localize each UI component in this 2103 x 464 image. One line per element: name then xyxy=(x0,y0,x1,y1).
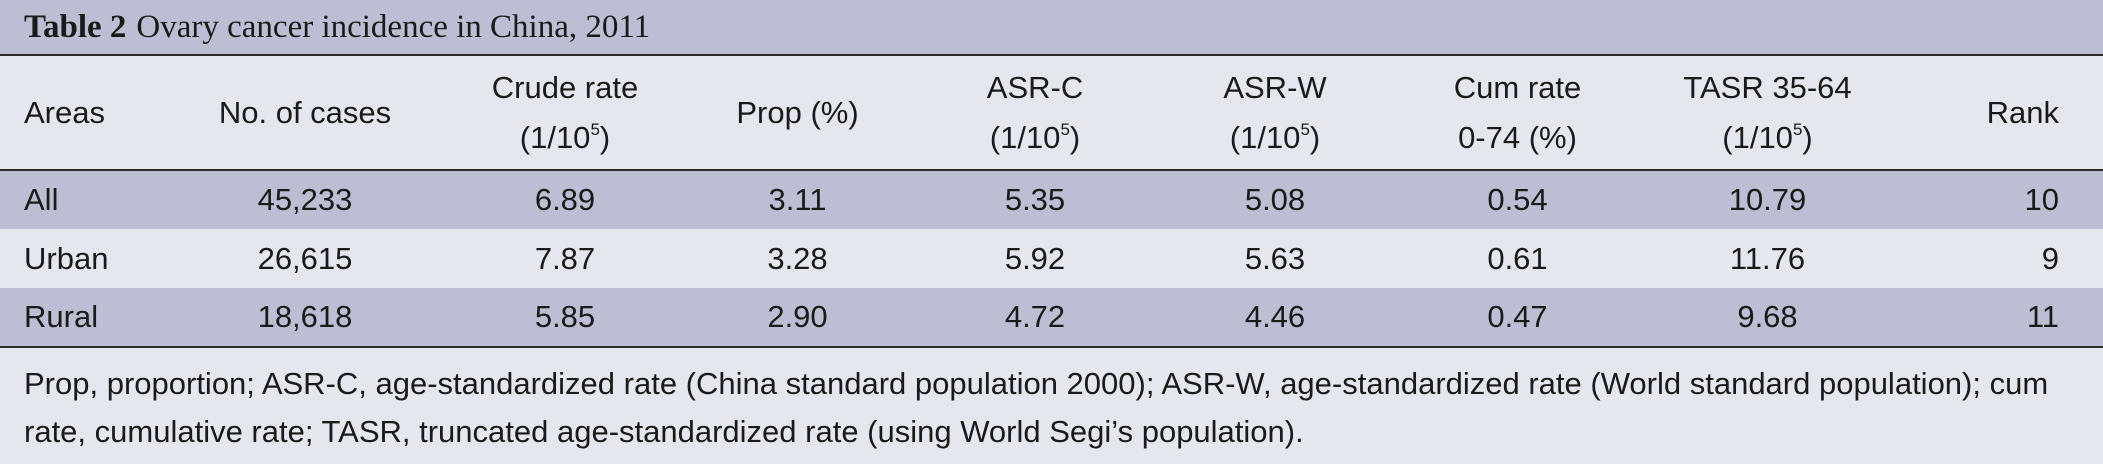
cell-rank: 9 xyxy=(2041,240,2059,276)
header-cum-rate: Cum rate 0-74 (%) xyxy=(1395,56,1640,170)
header-asr-w: ASR-W (1/105) xyxy=(1155,56,1395,170)
header-areas: Areas xyxy=(24,94,105,130)
cell-cases: 18,618 xyxy=(257,299,353,334)
header-asrc-line1: ASR-C xyxy=(986,69,1084,105)
cell-area: All xyxy=(24,182,59,217)
header-asr-c: ASR-C (1/105) xyxy=(915,56,1155,170)
cell-prop: 3.11 xyxy=(768,182,827,217)
cell-asrc: 4.72 xyxy=(1004,299,1066,334)
header-asrw-line1: ASR-W xyxy=(1223,69,1327,105)
header-rank: Rank xyxy=(1986,94,2059,130)
cell-crude: 5.85 xyxy=(534,299,596,334)
header-crude-rate: Crude rate (1/105) xyxy=(450,56,680,170)
cell-cases: 26,615 xyxy=(257,240,353,276)
table-title: Table 2 Ovary cancer incidence in China,… xyxy=(0,0,2103,56)
header-row: Areas No. of cases Crude rate (1/105) Pr… xyxy=(0,56,2103,170)
cell-cum: 0.61 xyxy=(1487,240,1548,276)
cell-asrc: 5.35 xyxy=(1004,182,1066,217)
cell-cases: 45,233 xyxy=(257,182,353,217)
header-crude-line1: Crude rate xyxy=(491,69,639,105)
cell-asrw: 4.46 xyxy=(1244,299,1306,334)
cell-tasr: 10.79 xyxy=(1728,182,1807,217)
cell-tasr: 11.76 xyxy=(1729,240,1806,276)
header-asrc-unit: (1/105) xyxy=(989,119,1081,155)
cell-cum: 0.54 xyxy=(1487,182,1548,217)
table-row: All 45,233 6.89 3.11 5.35 5.08 0.54 10.7… xyxy=(0,170,2103,229)
cell-asrw: 5.63 xyxy=(1244,240,1306,276)
cell-cum: 0.47 xyxy=(1487,299,1548,334)
table-title-text: Ovary cancer incidence in China, 2011 xyxy=(136,8,651,45)
cell-area: Urban xyxy=(24,240,109,276)
cell-asrc: 5.92 xyxy=(1004,240,1066,276)
cell-prop: 2.90 xyxy=(767,299,828,334)
table-row: Urban 26,615 7.87 3.28 5.92 5.63 0.61 11… xyxy=(0,229,2103,288)
cell-area: Rural xyxy=(24,299,99,334)
header-tasr-unit: (1/105) xyxy=(1722,119,1813,155)
header-tasr-line1: TASR 35-64 xyxy=(1683,69,1852,105)
cell-rank: 11 xyxy=(2026,299,2059,334)
header-tasr: TASR 35-64 (1/105) xyxy=(1640,56,1895,170)
header-cum-line1: Cum rate xyxy=(1453,69,1582,105)
cell-crude: 7.87 xyxy=(534,240,596,276)
incidence-table: Areas No. of cases Crude rate (1/105) Pr… xyxy=(0,56,2103,348)
cell-prop: 3.28 xyxy=(767,240,828,276)
table-footnote: Prop, proportion; ASR-C, age-standardize… xyxy=(0,348,2103,456)
table-label: Table 2 xyxy=(24,8,127,45)
cell-rank: 10 xyxy=(2024,182,2059,217)
cell-asrw: 5.08 xyxy=(1244,182,1306,217)
cell-crude: 6.89 xyxy=(534,182,596,217)
header-crude-unit: (1/105) xyxy=(519,119,611,155)
header-asrw-unit: (1/105) xyxy=(1229,119,1321,155)
table-row: Rural 18,618 5.85 2.90 4.72 4.46 0.47 9.… xyxy=(0,288,2103,347)
header-cases: No. of cases xyxy=(218,94,392,130)
header-cum-line2: 0-74 (%) xyxy=(1458,119,1577,155)
header-prop: Prop (%) xyxy=(736,94,859,130)
cell-tasr: 9.68 xyxy=(1737,299,1798,334)
